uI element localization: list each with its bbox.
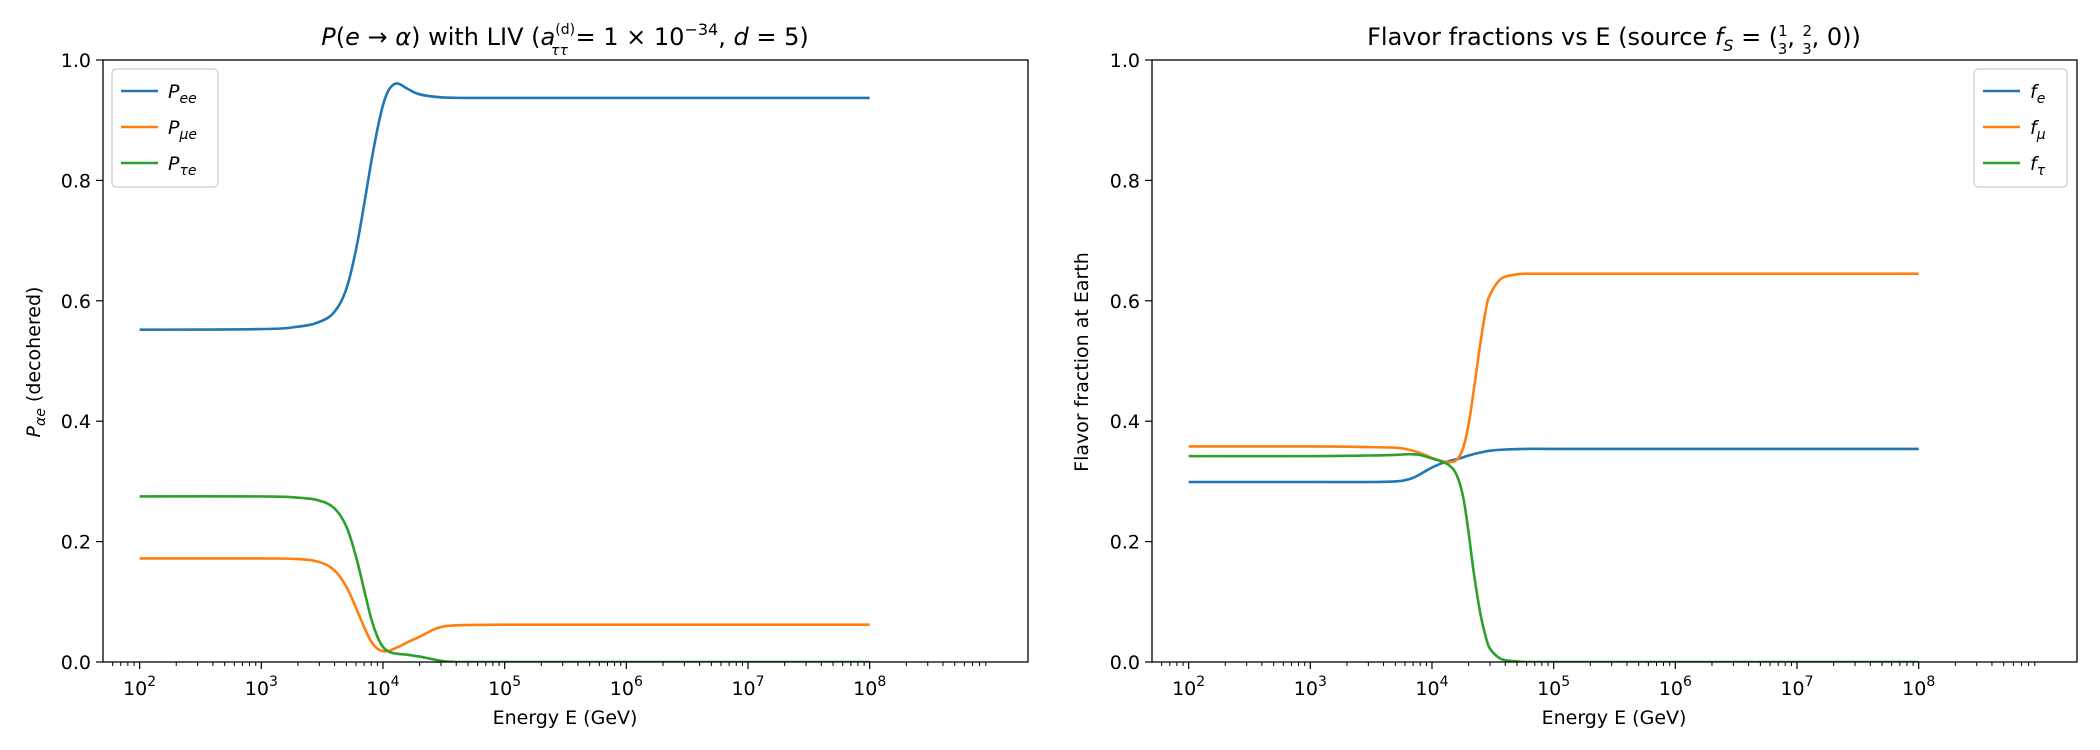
right-plot-area: 102 103 104 105 106 107 108 0.0 0.2 0.4 0.6 0.8 1.0 bbox=[1110, 50, 2078, 700]
left-y-tick-label: 0.0 bbox=[61, 652, 91, 674]
right-y-tick-label: 0.2 bbox=[1110, 532, 1140, 554]
right-x-tick-label: 107 bbox=[1780, 674, 1813, 700]
right-x-axis-label: Energy E (GeV) bbox=[1542, 707, 1687, 729]
left-x-tick-label: 102 bbox=[123, 674, 156, 700]
right-y-tick-label: 0.4 bbox=[1110, 411, 1140, 433]
right-legend: fe fμ fτ bbox=[1973, 68, 2068, 188]
left-y-axis-label: Pαe (decohered) bbox=[23, 287, 49, 438]
left-x-tick-label: 103 bbox=[245, 674, 278, 700]
left-axes-frame bbox=[102, 59, 1029, 663]
right-series-line-μ bbox=[1188, 272, 1919, 464]
right-legend-label: fμ bbox=[2030, 117, 2046, 143]
left-chart: P(e → α) with LIV (a(d) ττ = 1 × 10−34, d… bbox=[23, 20, 1029, 729]
right-series bbox=[1188, 272, 1919, 662]
right-axes-frame bbox=[1151, 59, 2078, 663]
left-y-tick-label: 0.6 bbox=[61, 291, 91, 313]
right-y-tick-label: 0.6 bbox=[1110, 291, 1140, 313]
right-x-tick-label: 103 bbox=[1294, 674, 1327, 700]
right-chart: Flavor fractions vs E (source fS = (1 3, … bbox=[1071, 22, 2078, 729]
left-y-tick-label: 0.8 bbox=[61, 170, 91, 192]
right-x-tick-label: 108 bbox=[1902, 674, 1935, 700]
right-ticks: 102 103 104 105 106 107 108 0.0 0.2 0.4 0.6 0.8 1.0 bbox=[1110, 50, 2036, 700]
right-x-tick-label: 106 bbox=[1659, 674, 1692, 700]
right-x-tick-label: 102 bbox=[1172, 674, 1205, 700]
left-legend-label: Pτe bbox=[168, 153, 197, 179]
left-legend-label: Pee bbox=[168, 81, 197, 107]
right-x-tick-label: 104 bbox=[1415, 674, 1448, 700]
left-x-tick-label: 105 bbox=[488, 674, 521, 700]
left-x-tick-label: 108 bbox=[853, 674, 886, 700]
left-x-tick-label: 104 bbox=[366, 674, 399, 700]
right-x-tick-label: 105 bbox=[1537, 674, 1570, 700]
right-legend-label: fτ bbox=[2030, 153, 2046, 179]
left-series-line-ee bbox=[139, 82, 870, 331]
left-x-tick-label: 107 bbox=[731, 674, 764, 700]
left-x-tick-label: 106 bbox=[610, 674, 643, 700]
left-series bbox=[139, 82, 870, 662]
right-y-axis-label: Flavor fraction at Earth bbox=[1071, 252, 1093, 472]
right-y-tick-label: 1.0 bbox=[1110, 50, 1140, 72]
right-y-tick-label: 0.0 bbox=[1110, 652, 1140, 674]
left-x-axis-label: Energy E (GeV) bbox=[493, 707, 638, 729]
right-chart-title: Flavor fractions vs E (source fS = (1 3, … bbox=[1367, 22, 1861, 58]
left-legend-box bbox=[111, 68, 219, 188]
left-y-tick-label: 0.2 bbox=[61, 532, 91, 554]
left-chart-title: P(e → α) with LIV (a(d) ττ = 1 × 10−34, d… bbox=[321, 20, 808, 59]
left-legend-label: Pμe bbox=[168, 117, 197, 143]
left-y-tick-label: 1.0 bbox=[61, 50, 91, 72]
left-ticks: 102 103 104 105 106 107 108 0.0 0.2 0.4 0.6 0.8 1.0 bbox=[61, 50, 987, 700]
left-plot-area: 102 103 104 105 106 107 108 0.0 0.2 0.4 0.6 0.8 1.0 bbox=[61, 50, 1029, 700]
right-legend-box bbox=[1973, 68, 2068, 188]
left-series-line-τe bbox=[139, 495, 870, 662]
left-y-tick-label: 0.4 bbox=[61, 411, 91, 433]
right-series-line-τ bbox=[1188, 452, 1919, 662]
left-legend: Pee Pμe Pτe bbox=[111, 68, 219, 188]
right-legend-label: fe bbox=[2030, 81, 2045, 107]
right-y-tick-label: 0.8 bbox=[1110, 170, 1140, 192]
